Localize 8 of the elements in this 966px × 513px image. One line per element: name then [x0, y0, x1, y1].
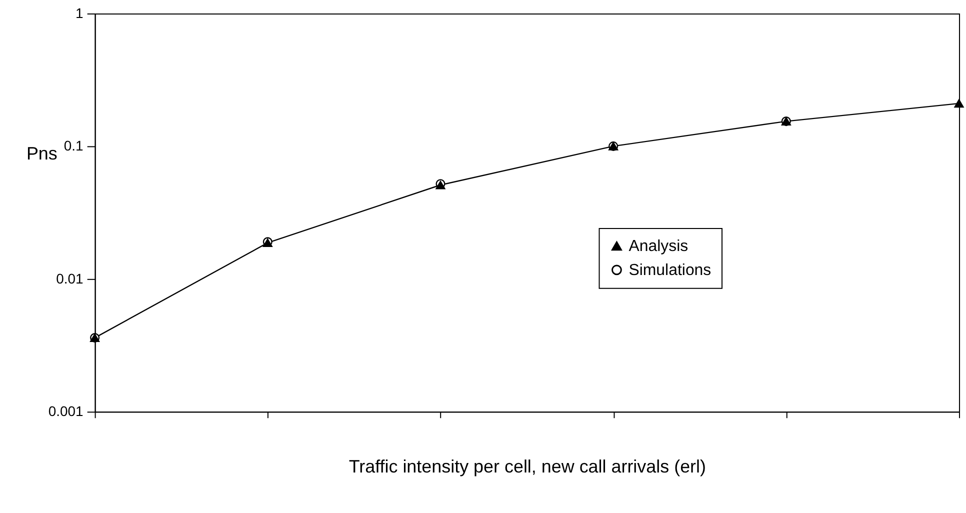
y-tick-label: 0.01	[56, 270, 84, 286]
x-axis-title: Traffic intensity per cell, new call arrivals (erl)	[348, 456, 706, 477]
y-axis-title: Pns	[26, 144, 58, 164]
legend-label: Simulations	[628, 262, 712, 279]
y-tick-label: 1	[76, 4, 84, 21]
y-tick-label: 0.1	[64, 138, 84, 154]
legend-label: Analysis	[628, 238, 688, 255]
y-tick-label: 0.001	[48, 403, 84, 420]
